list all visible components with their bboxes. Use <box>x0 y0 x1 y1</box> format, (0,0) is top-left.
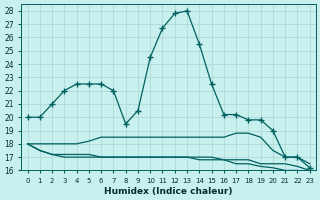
X-axis label: Humidex (Indice chaleur): Humidex (Indice chaleur) <box>104 187 233 196</box>
